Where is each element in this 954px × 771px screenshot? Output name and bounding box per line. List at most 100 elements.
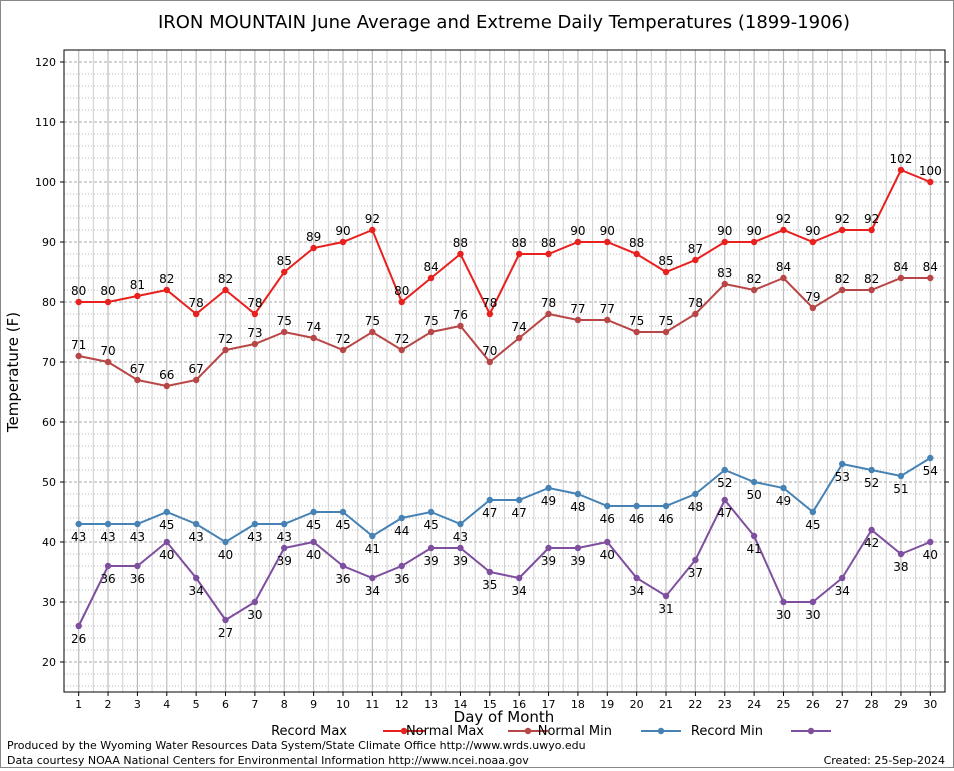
data-label: 38 bbox=[893, 560, 908, 574]
data-point bbox=[692, 256, 699, 264]
data-point bbox=[868, 226, 875, 234]
data-label: 48 bbox=[570, 500, 585, 514]
data-label: 37 bbox=[688, 566, 703, 580]
data-point bbox=[809, 238, 817, 246]
data-point bbox=[222, 346, 229, 354]
data-label: 47 bbox=[482, 506, 497, 520]
data-label: 67 bbox=[189, 362, 204, 376]
data-label: 66 bbox=[159, 368, 174, 382]
x-tick-label: 21 bbox=[659, 698, 673, 711]
data-point bbox=[134, 520, 141, 528]
x-tick-label: 16 bbox=[512, 698, 526, 711]
data-label: 43 bbox=[100, 530, 115, 544]
x-tick-label: 25 bbox=[776, 698, 790, 711]
x-tick-label: 27 bbox=[835, 698, 849, 711]
data-label: 75 bbox=[277, 314, 292, 328]
data-point bbox=[281, 268, 288, 276]
data-label: 30 bbox=[776, 608, 791, 622]
data-point bbox=[398, 514, 405, 522]
data-label: 72 bbox=[218, 332, 233, 346]
data-label: 46 bbox=[600, 512, 615, 526]
data-label: 79 bbox=[805, 290, 820, 304]
data-label: 49 bbox=[541, 494, 556, 508]
data-point bbox=[692, 556, 699, 564]
data-point bbox=[662, 268, 670, 276]
data-label: 41 bbox=[746, 542, 761, 556]
x-tick-label: 26 bbox=[806, 698, 820, 711]
data-point bbox=[310, 538, 317, 546]
data-label: 81 bbox=[130, 278, 145, 292]
data-label: 46 bbox=[629, 512, 644, 526]
data-point bbox=[486, 310, 494, 318]
data-point bbox=[163, 286, 170, 294]
series-layer: 80 80 81 82 78 82 78 85 89 90 92 80 84 88 78 88 88 90 90 88… bbox=[71, 152, 942, 646]
data-point bbox=[192, 376, 200, 384]
data-point bbox=[633, 328, 640, 336]
data-label: 50 bbox=[746, 488, 761, 502]
data-point bbox=[75, 520, 82, 528]
data-point bbox=[692, 310, 699, 318]
data-point bbox=[809, 598, 817, 606]
data-label: 54 bbox=[923, 464, 938, 478]
data-label: 84 bbox=[423, 260, 438, 274]
x-tick-label: 29 bbox=[894, 698, 908, 711]
data-point bbox=[427, 508, 435, 516]
data-label: 45 bbox=[805, 518, 820, 532]
data-label: 75 bbox=[658, 314, 673, 328]
x-tick-label: 4 bbox=[163, 698, 170, 711]
data-point bbox=[310, 244, 317, 252]
data-point bbox=[721, 496, 728, 504]
y-axis-label: Temperature (F) bbox=[4, 312, 22, 433]
data-point bbox=[75, 622, 82, 630]
data-label: 41 bbox=[365, 542, 380, 556]
data-label: 36 bbox=[335, 572, 350, 586]
y-tick-label: 120 bbox=[35, 56, 56, 69]
x-tick-label: 7 bbox=[251, 698, 258, 711]
data-label: 45 bbox=[306, 518, 321, 532]
data-label: 78 bbox=[541, 296, 556, 310]
data-label: 34 bbox=[629, 584, 644, 598]
data-label: 90 bbox=[570, 224, 585, 238]
x-tick-label: 24 bbox=[747, 698, 761, 711]
data-label: 39 bbox=[277, 554, 292, 568]
data-point bbox=[545, 250, 552, 258]
data-point bbox=[134, 376, 141, 384]
data-label: 82 bbox=[835, 272, 850, 286]
data-point bbox=[927, 274, 934, 282]
x-tick-label: 10 bbox=[336, 698, 350, 711]
data-point bbox=[839, 460, 846, 468]
data-label: 85 bbox=[658, 254, 673, 268]
data-label: 48 bbox=[688, 500, 703, 514]
data-point bbox=[310, 334, 317, 342]
data-point bbox=[134, 292, 141, 300]
data-label: 30 bbox=[805, 608, 820, 622]
data-label: 30 bbox=[247, 608, 262, 622]
series-line bbox=[78, 276, 931, 388]
data-label: 43 bbox=[189, 530, 204, 544]
data-point bbox=[457, 322, 464, 330]
data-label: 51 bbox=[893, 482, 908, 496]
data-point bbox=[75, 298, 82, 306]
data-point bbox=[457, 520, 464, 528]
data-point bbox=[633, 502, 640, 510]
data-label: 46 bbox=[658, 512, 673, 526]
y-tick-label: 30 bbox=[42, 596, 56, 609]
data-label: 47 bbox=[512, 506, 527, 520]
data-label: 92 bbox=[365, 212, 380, 226]
data-point bbox=[486, 358, 494, 366]
data-point bbox=[750, 532, 758, 540]
data-point bbox=[339, 508, 347, 516]
data-label: 26 bbox=[71, 632, 86, 646]
data-point bbox=[897, 472, 905, 480]
data-label: 90 bbox=[746, 224, 761, 238]
data-label: 71 bbox=[71, 338, 86, 352]
data-label: 92 bbox=[776, 212, 791, 226]
x-tick-label: 20 bbox=[630, 698, 644, 711]
legend: Record Max Normal Max Normal Min Record Min bbox=[271, 724, 831, 739]
data-label: 87 bbox=[688, 242, 703, 256]
data-point bbox=[897, 274, 905, 282]
data-point bbox=[515, 496, 523, 504]
data-point bbox=[398, 346, 405, 354]
data-point bbox=[192, 574, 200, 582]
data-point bbox=[897, 166, 905, 174]
